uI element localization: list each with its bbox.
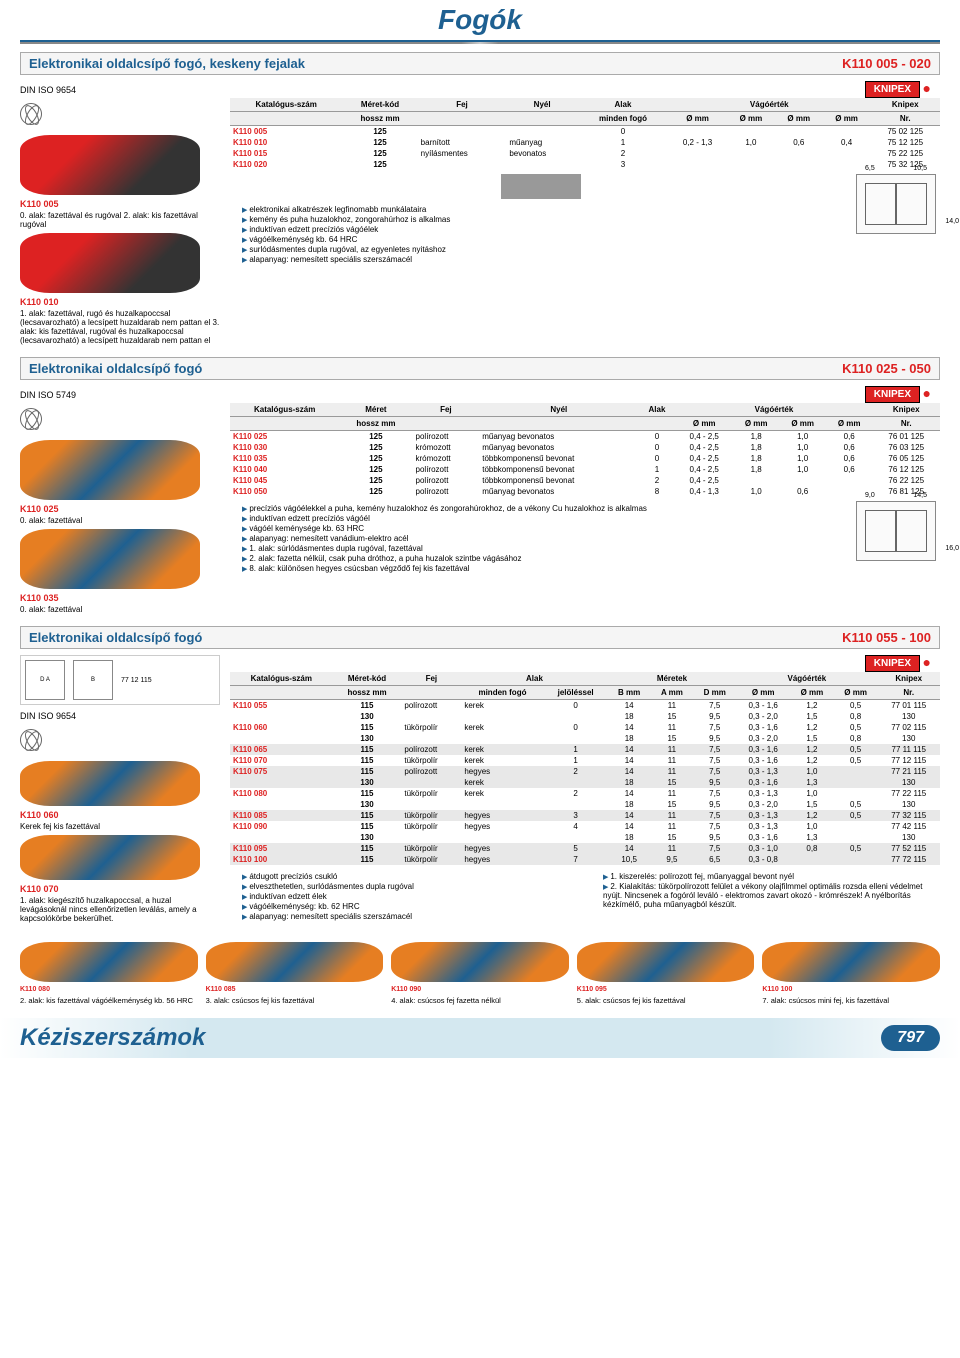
- product-desc: 1. alak: kiegészítő huzalkapoccsal, a hu…: [20, 896, 220, 923]
- page-number: 797: [881, 1025, 940, 1051]
- knipex-logo: KNIPEX: [865, 655, 920, 672]
- feature-list: 1. kiszerelés: polírozott fej, műanyagga…: [603, 871, 940, 922]
- table-row: K110 095115tükörpolírhegyes514117,50,3 -…: [230, 843, 940, 854]
- table-row: K110 045125polírozotttöbbkomponensű bevo…: [230, 475, 940, 486]
- product-image: [20, 529, 200, 589]
- product-image: [20, 761, 200, 806]
- bottom-product: K110 0802. alak: kis fazettával vágóélke…: [20, 938, 198, 1008]
- din-label: DIN ISO 9654: [20, 711, 220, 721]
- spec-table: Katalógus-szám Méret Fej Nyél Alak Vágóé…: [230, 403, 940, 497]
- feature-list: átdugott precíziós csuklóelveszthetetlen…: [242, 871, 579, 922]
- din-label: DIN ISO 5749: [20, 390, 220, 400]
- bottom-product: K110 0904. alak: csúcsos fej fazetta nél…: [391, 938, 569, 1008]
- feature-list: elektronikai alkatrészek legfinomabb mun…: [242, 205, 852, 264]
- table-row: 130kerek18159,50,3 - 1,61,3130: [230, 777, 940, 788]
- table-row: K110 060115tükörpolírkerek014117,50,3 - …: [230, 722, 940, 733]
- table-row: K110 090115tükörpolírhegyes414117,50,3 -…: [230, 821, 940, 832]
- section3-code: K110 055 - 100: [842, 630, 931, 645]
- product-image: [20, 233, 200, 293]
- table-row: K110 040125polírozotttöbbkomponensű bevo…: [230, 464, 940, 475]
- product-image: [20, 440, 200, 500]
- table-row: K110 085115tükörpolírhegyes314117,50,3 -…: [230, 810, 940, 821]
- schematic-diagram: 6,5 10,5 14,0: [856, 174, 936, 234]
- table-row: 13018159,50,3 - 2,01,50,8130: [230, 733, 940, 744]
- bottom-product: K110 1007. alak: csúcsos mini fej, kis f…: [762, 938, 940, 1008]
- divider: [20, 42, 940, 44]
- detail-image: [501, 174, 581, 199]
- spec-table: Katalógus-szám Méret-kód Fej Nyél Alak V…: [230, 98, 940, 170]
- atom-icon: [20, 103, 42, 125]
- table-row: K110 025125polírozottműanyag bevonatos00…: [230, 431, 940, 443]
- product-code: K110 005: [20, 199, 220, 209]
- dimension-diagram: D AB 77 12 115: [20, 655, 220, 705]
- section2-title: Elektronikai oldalcsípő fogó: [29, 361, 202, 376]
- knipex-logo: KNIPEX: [865, 386, 920, 403]
- table-row: K110 030125krómozottműanyag bevonatos00,…: [230, 442, 940, 453]
- product-desc: 0. alak: fazettával: [20, 516, 220, 525]
- page-footer: Kéziszerszámok 797: [0, 1018, 960, 1058]
- product-code: K110 035: [20, 593, 220, 603]
- table-row: K110 020125375 32 125: [230, 159, 940, 170]
- bottom-product: K110 0853. alak: csúcsos fej kis fazettá…: [206, 938, 384, 1008]
- table-row: K110 055115polírozottkerek014117,50,3 - …: [230, 700, 940, 712]
- table-row: K110 005125075 02 125: [230, 126, 940, 138]
- product-code: K110 010: [20, 297, 220, 307]
- section1-header: Elektronikai oldalcsípő fogó, keskeny fe…: [20, 52, 940, 75]
- table-row: K110 065115polírozottkerek114117,50,3 - …: [230, 744, 940, 755]
- atom-icon: [20, 408, 42, 430]
- product-code: K110 060: [20, 810, 220, 820]
- din-label: DIN ISO 9654: [20, 85, 220, 95]
- section3-header: Elektronikai oldalcsípő fogó K110 055 - …: [20, 626, 940, 649]
- section2-header: Elektronikai oldalcsípő fogó K110 025 - …: [20, 357, 940, 380]
- product-desc: 1. alak: fazettával, rugó és huzalkapocc…: [20, 309, 220, 345]
- schematic-diagram: 9,0 14,5 16,0: [856, 501, 936, 561]
- table-row: 13018159,50,3 - 1,61,3130: [230, 832, 940, 843]
- section1-title: Elektronikai oldalcsípő fogó, keskeny fe…: [29, 56, 305, 71]
- table-row: 13018159,50,3 - 2,01,50,5130: [230, 799, 940, 810]
- product-desc: Kerek fej kis fazettával: [20, 822, 220, 831]
- product-image: [20, 135, 200, 195]
- section2-code: K110 025 - 050: [842, 361, 931, 376]
- section3-title: Elektronikai oldalcsípő fogó: [29, 630, 202, 645]
- table-row: K110 070115tükörpolírkerek114117,50,3 - …: [230, 755, 940, 766]
- product-image: [20, 835, 200, 880]
- atom-icon: [20, 729, 42, 751]
- table-row: K110 075115polírozotthegyes214117,50,3 -…: [230, 766, 940, 777]
- table-row: K110 015125nyílásmentesbevonatos275 22 1…: [230, 148, 940, 159]
- knipex-logo: KNIPEX: [865, 81, 920, 98]
- page-title: Fogók: [20, 0, 940, 42]
- feature-list: precíziós vágóélekkel a puha, kemény huz…: [242, 503, 852, 574]
- product-desc: 0. alak: fazettával és rugóval 2. alak: …: [20, 211, 220, 229]
- table-row: K110 050125polírozottműanyag bevonatos80…: [230, 486, 940, 497]
- footer-title: Kéziszerszámok: [20, 1024, 205, 1052]
- bottom-product: K110 0955. alak: csúcsos fej kis fazettá…: [577, 938, 755, 1008]
- table-row: K110 010125barnítottműanyag10,2 - 1,31,0…: [230, 137, 940, 148]
- bottom-products: K110 0802. alak: kis fazettával vágóélke…: [20, 938, 940, 1008]
- product-code: K110 025: [20, 504, 220, 514]
- table-row: K110 080115tükörpolírkerek214117,50,3 - …: [230, 788, 940, 799]
- table-row: 13018159,50,3 - 2,01,50,8130: [230, 711, 940, 722]
- table-row: K110 100115tükörpolírhegyes710,59,56,50,…: [230, 854, 940, 865]
- product-code: K110 070: [20, 884, 220, 894]
- section1-code: K110 005 - 020: [842, 56, 931, 71]
- product-desc: 0. alak: fazettával: [20, 605, 220, 614]
- spec-table: Katalógus-szám Méret-kód Fej Alak Mérete…: [230, 672, 940, 865]
- table-row: K110 035125krómozotttöbbkomponensű bevon…: [230, 453, 940, 464]
